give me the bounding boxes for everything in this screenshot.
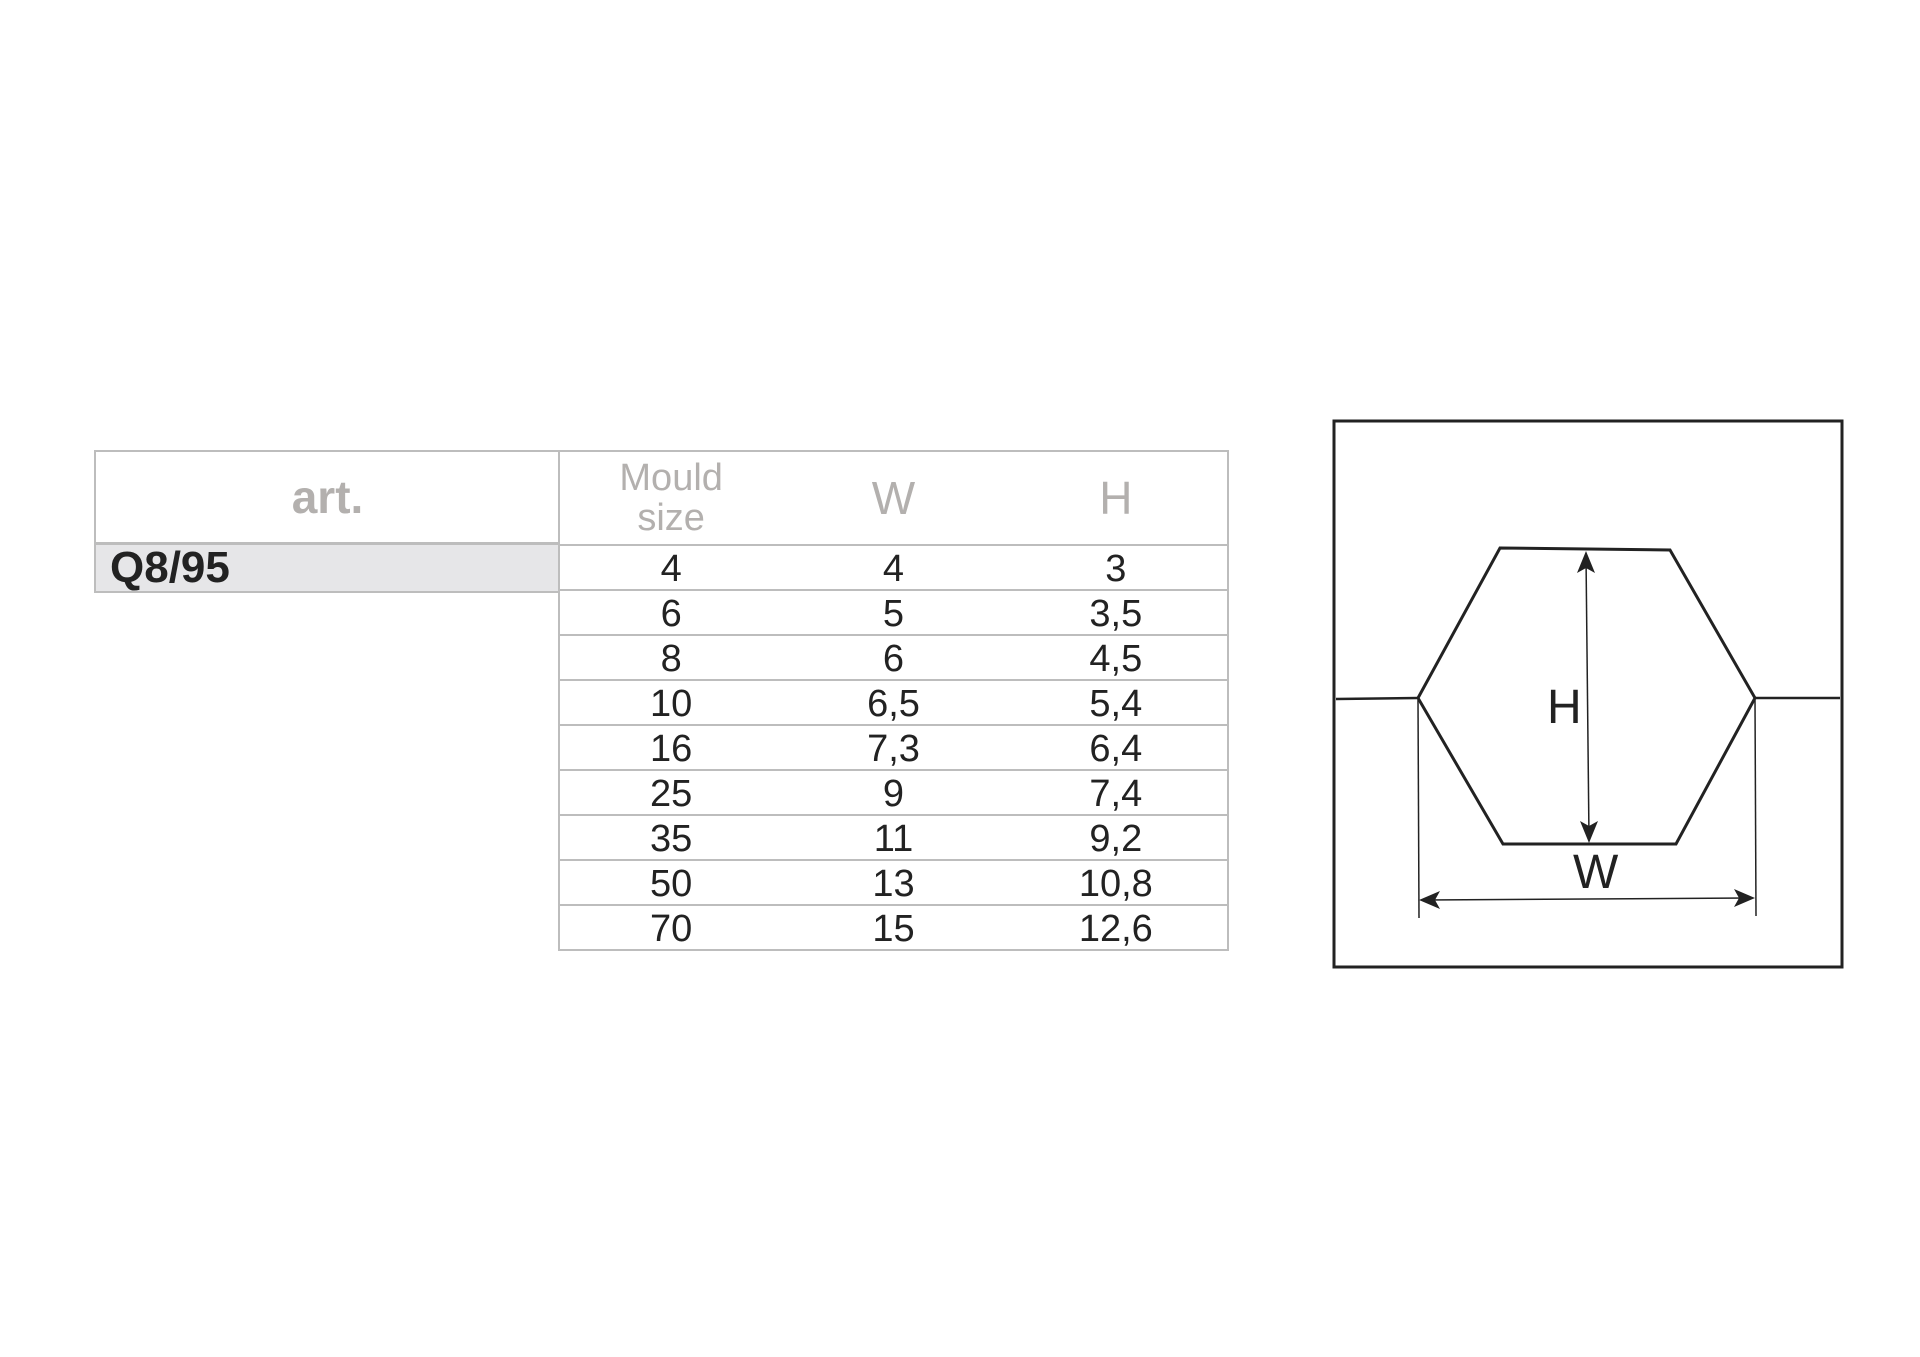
cell-mould-size: 50 [650,863,693,905]
width-label: W [1573,846,1619,899]
cell-w: 15 [872,908,915,950]
header-w: W [871,472,916,524]
cell-w: 11 [873,818,914,860]
table-row: 8 6 4,5 [560,636,1227,681]
table-row: 25 9 7,4 [560,771,1227,816]
height-dimension-line [1585,555,1590,839]
cell-h: 7,4 [1089,773,1143,815]
diagram-frame [1332,419,1844,969]
table-row: 4 4 3 [560,546,1227,591]
table-row: 50 13 10,8 [560,861,1227,906]
cell-h: 12,6 [1078,908,1153,950]
cell-w: 6,5 [867,683,920,725]
table-row: 35 11 9,2 [560,816,1227,861]
parting-line-left [1335,696,1419,701]
cell-mould-size: 35 [650,818,693,860]
article-code: Q8/95 [94,543,559,593]
table-row: 10 6,5 5,4 [560,681,1227,726]
height-arrow-up-icon [1577,551,1595,573]
cell-w: 6 [882,638,905,680]
cell-mould-size: 10 [650,683,693,725]
cell-w: 9 [882,773,905,815]
extension-line-left [1417,699,1420,919]
cell-w: 4 [882,548,905,590]
header-h: H [1099,472,1133,524]
table-row: 16 7,3 6,4 [560,726,1227,771]
cell-h: 10,8 [1078,863,1153,905]
table-header-row: Mould size W H [560,452,1227,546]
table-row: 70 15 12,6 [560,906,1227,950]
height-label: H [1547,681,1582,734]
cell-h: 4,5 [1089,638,1143,680]
cell-mould-size: 70 [650,908,693,950]
cell-mould-size: 16 [650,728,693,770]
width-dimension-line [1424,897,1749,901]
cell-mould-size: 4 [660,548,682,590]
cell-w: 13 [872,863,915,905]
header-mould-size-text: Mould size [619,457,723,539]
cell-mould-size: 6 [660,593,682,635]
width-arrow-left-icon [1419,891,1440,909]
cell-h: 6,4 [1089,728,1143,770]
cell-h: 3 [1105,548,1127,590]
width-arrow-right-icon [1734,889,1755,907]
extension-line-right [1754,699,1757,917]
dimensions-table: Mould size W H 4 4 3 6 5 3,5 8 6 4,5 10 6,5 5,4 16 7,… [558,450,1229,951]
cell-w: 5 [882,593,905,635]
cell-h: 3,5 [1089,593,1143,635]
cell-mould-size: 25 [650,773,693,815]
cell-h: 5,4 [1089,683,1143,725]
cell-h: 9,2 [1089,818,1143,860]
height-arrow-down-icon [1580,821,1598,843]
cell-mould-size: 8 [660,638,682,680]
cell-w: 7,3 [867,728,920,770]
header-mould-size: Mould size [560,452,782,544]
table-row: 6 5 3,5 [560,591,1227,636]
